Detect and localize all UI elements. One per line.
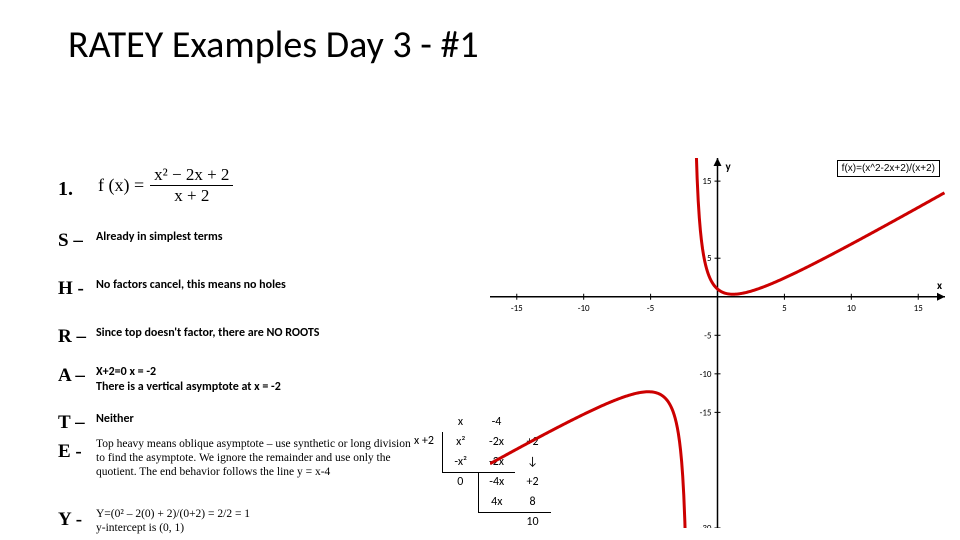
formula-fraction: x² − 2x + 2 x + 2 <box>150 165 233 206</box>
text-e: Top heavy means oblique asymptote – use … <box>96 438 412 479</box>
synthetic-divisor: x +2 <box>414 434 434 448</box>
text-r: Since top doesn't factor, there are NO R… <box>96 326 319 341</box>
synth-h0: x <box>443 412 479 432</box>
key-h: H - <box>58 278 96 300</box>
formula: f (x) = x² − 2x + 2 x + 2 <box>98 165 233 206</box>
formula-denominator: x + 2 <box>170 186 213 206</box>
synth-r3c0: 0 <box>443 472 479 492</box>
text-s: Already in simplest terms <box>96 230 223 245</box>
problem-number: 1. <box>58 178 73 201</box>
svg-text:-10: -10 <box>700 369 712 380</box>
synth-r2c0: -x² <box>443 452 479 472</box>
page-title: RATEY Examples Day 3 - #1 <box>68 22 479 68</box>
svg-text:-10: -10 <box>578 303 590 314</box>
svg-text:-15: -15 <box>700 407 712 418</box>
svg-text:5: 5 <box>707 253 712 264</box>
svg-text:5: 5 <box>782 303 787 314</box>
row-y: Y - <box>58 510 96 529</box>
formula-lhs: f (x) = <box>98 175 144 196</box>
text-t: Neither <box>96 412 134 427</box>
graph-legend: f(x)=(x^2-2x+2)/(x+2) <box>837 160 940 177</box>
svg-text:-5: -5 <box>704 330 712 341</box>
formula-numerator: x² − 2x + 2 <box>150 165 233 185</box>
row-s: S – Already in simplest terms <box>58 230 223 252</box>
key-a: A – <box>58 365 96 387</box>
key-y: Y - <box>58 510 96 529</box>
function-graph: x y -15 -10 -5 5 10 15 -30 -15 -10 -5 5 15 <box>490 158 945 528</box>
row-t: T – Neither <box>58 412 134 434</box>
svg-text:x: x <box>937 279 942 292</box>
row-e: E - <box>58 442 96 461</box>
svg-text:-30: -30 <box>700 523 712 528</box>
text-y: Y=(0² – 2(0) + 2)/(0+2) = 2/2 = 1 y-inte… <box>96 508 250 536</box>
svg-text:15: 15 <box>702 176 712 187</box>
svg-text:y: y <box>726 160 732 173</box>
row-h: H - No factors cancel, this means no hol… <box>58 278 286 300</box>
key-s: S – <box>58 230 96 252</box>
text-h: No factors cancel, this means no holes <box>96 278 286 293</box>
svg-text:15: 15 <box>914 303 924 314</box>
row-a: A – X+2=0 x = -2 There is a vertical asy… <box>58 365 281 395</box>
svg-text:-15: -15 <box>511 303 523 314</box>
key-r: R – <box>58 326 96 348</box>
synth-r5c0 <box>443 512 479 532</box>
text-a: X+2=0 x = -2 There is a vertical asympto… <box>96 365 281 395</box>
key-e: E - <box>58 442 96 461</box>
key-t: T – <box>58 412 96 434</box>
svg-text:-5: -5 <box>647 303 655 314</box>
synth-r1c0: x² <box>443 432 479 452</box>
synth-r4c0 <box>443 492 479 512</box>
svg-text:10: 10 <box>847 303 857 314</box>
row-r: R – Since top doesn't factor, there are … <box>58 326 319 348</box>
